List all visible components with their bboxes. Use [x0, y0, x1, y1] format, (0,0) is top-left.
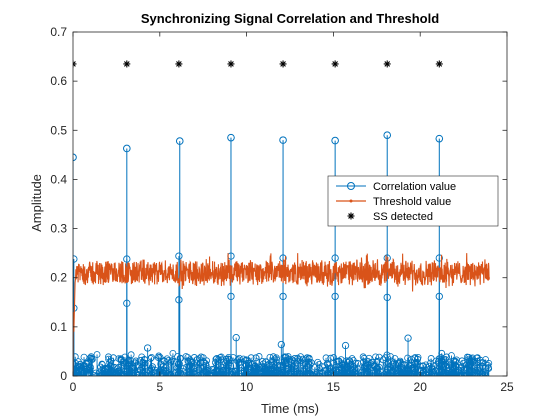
- correlation-side-point: [175, 296, 183, 304]
- x-tick-label: 25: [500, 380, 514, 394]
- correlation-side-point: [341, 341, 350, 350]
- legend-swatch-marker: [347, 212, 355, 220]
- ss-detected-marker: [73, 60, 77, 68]
- correlation-peak-point: [175, 137, 184, 145]
- legend-swatch-marker: [349, 199, 353, 203]
- ss-detected-marker: [227, 60, 235, 68]
- threshold-line: [73, 253, 490, 376]
- y-tick-label: 0.6: [50, 74, 67, 88]
- correlation-peak-point: [331, 136, 339, 145]
- ss-detected-marker: [175, 60, 183, 68]
- ss-detected-marker: [435, 60, 443, 68]
- axes: 0 5 10 15 20 25 0 0.1 0.2 0.3 0.4 0.5 0.6 0.7: [50, 25, 514, 394]
- correlation-peak-point: [435, 134, 444, 143]
- chart-title: Synchronizing Signal Correlation and Thr…: [141, 11, 439, 26]
- x-axis-label: Time (ms): [261, 401, 319, 416]
- y-axis-label: Amplitude: [29, 174, 44, 232]
- ss-detected-marker: [331, 60, 339, 68]
- x-tick-label: 5: [156, 380, 163, 394]
- correlation-peak-point: [73, 153, 77, 162]
- plot-area: [73, 60, 493, 376]
- correlation-peak-point: [227, 133, 235, 142]
- ss-detected-marker: [383, 60, 391, 68]
- legend-swatch-marker: [347, 182, 355, 190]
- y-tick-label: 0.7: [50, 25, 67, 39]
- x-tick-label: 0: [70, 380, 77, 394]
- legend-entry-label: Threshold value: [373, 196, 451, 208]
- correlation-peak-point: [383, 131, 392, 139]
- y-tick-label: 0.2: [50, 271, 67, 285]
- legend-entry-label: SS detected: [373, 211, 433, 223]
- legend-entry-label: Correlation value: [373, 181, 456, 193]
- correlation-peak-point: [123, 144, 131, 153]
- y-tick-label: 0: [60, 369, 67, 383]
- legend: Correlation value Threshold value SS detec…: [327, 175, 499, 227]
- correlation-side-point: [232, 334, 240, 342]
- correlation-noise-markers: [73, 349, 493, 376]
- correlation-side-point: [404, 334, 412, 342]
- x-tick-label: 20: [414, 380, 428, 394]
- y-tick-label: 0.1: [50, 320, 67, 334]
- ss-detected-marker: [123, 60, 131, 68]
- correlation-side-point: [277, 340, 285, 349]
- y-tick-label: 0.4: [50, 172, 67, 186]
- x-tick-label: 10: [240, 380, 254, 394]
- correlation-side-point: [175, 252, 183, 260]
- ss-detected-marker: [279, 60, 287, 68]
- y-tick-label: 0.5: [50, 123, 67, 137]
- x-tick-label: 15: [327, 380, 341, 394]
- correlation-peak-point: [279, 136, 287, 144]
- correlation-side-point: [73, 255, 78, 263]
- correlation-side-point: [143, 344, 152, 352]
- y-tick-label: 0.3: [50, 222, 67, 236]
- axes-box: [72, 31, 508, 377]
